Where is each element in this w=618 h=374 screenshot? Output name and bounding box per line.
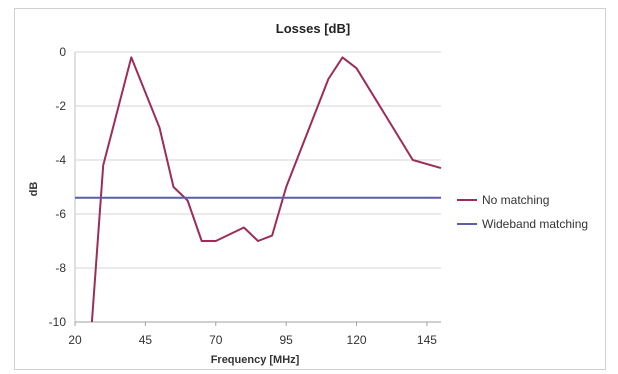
x-tick-label: 145: [417, 333, 437, 347]
x-axis-title: Frequency [MHz]: [211, 354, 300, 366]
series-line-no-matching: [90, 56, 442, 323]
y-axis-title: dB: [28, 182, 40, 197]
series-lines: [75, 56, 442, 323]
y-tick-label: -6: [55, 207, 66, 221]
y-tick-label: -4: [55, 153, 66, 167]
y-tick-label: 0: [59, 45, 66, 59]
x-axis-ticks: 20 45 70 95 120 145: [68, 322, 437, 347]
y-tick-label: -2: [55, 99, 66, 113]
x-tick-label: 45: [139, 333, 153, 347]
y-tick-label: -8: [55, 261, 66, 275]
losses-chart: Losses [dB] 0-2-4-6-8-10 20 45 70 95 120 145 …: [28, 21, 588, 366]
chart-title: Losses [dB]: [276, 21, 350, 36]
legend: No matching Wideband matching: [457, 193, 588, 231]
y-tick-label: -10: [49, 315, 67, 329]
y-axis-ticks: 0 -2 -4 -6 -8 -10: [49, 45, 67, 329]
x-tick-label: 95: [279, 333, 293, 347]
grid: [75, 51, 441, 323]
x-tick-label: 70: [209, 333, 223, 347]
legend-label: No matching: [482, 193, 549, 207]
x-tick-label: 120: [347, 333, 367, 347]
x-tick-label: 20: [68, 333, 82, 347]
legend-label: Wideband matching: [482, 217, 588, 231]
chart-frame: Losses [dB] 0 -2 -4 -6 -8 -10 20 45 70 95 120 145 …: [14, 8, 606, 370]
